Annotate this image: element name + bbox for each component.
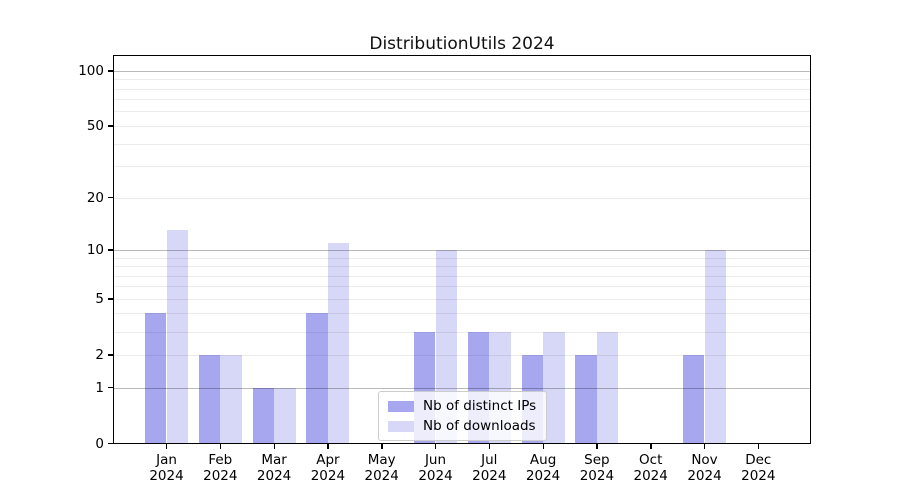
x-tick-label-jul: Jul 2024: [457, 452, 521, 484]
y-tick-2: [108, 354, 113, 356]
y-tick-5: [108, 298, 113, 300]
bar-downloads-nov: [704, 249, 727, 443]
x-tick-month: Nov: [691, 452, 718, 468]
y-tick-label-5: 5: [95, 290, 104, 307]
x-tick-year: 2024: [203, 468, 238, 484]
x-tick-month: Mar: [261, 452, 287, 468]
y-tick-label-1: 1: [95, 379, 104, 396]
x-tick-label-may: May 2024: [350, 452, 414, 484]
x-tick-label-nov: Nov 2024: [673, 452, 737, 484]
x-tick-nov: [704, 444, 706, 449]
x-tick-month: Sep: [584, 452, 610, 468]
y-tick-0: [108, 443, 113, 445]
x-tick-feb: [219, 444, 222, 449]
x-tick-month: Aug: [529, 452, 557, 468]
y-tick-10: [108, 249, 113, 251]
x-tick-label-sep: Sep 2024: [565, 452, 629, 484]
x-tick-jul: [488, 444, 491, 449]
x-tick-month: Jun: [424, 452, 447, 468]
legend-label-downloads: Nb of downloads: [423, 418, 536, 434]
x-tick-label-jun: Jun 2024: [404, 452, 468, 484]
plot-area: [113, 55, 811, 444]
bar-downloads-apr: [327, 242, 350, 443]
x-tick-label-feb: Feb 2024: [188, 452, 252, 484]
x-tick-label-jan: Jan 2024: [135, 452, 199, 484]
x-tick-sep: [596, 444, 598, 449]
x-tick-label-mar: Mar 2024: [242, 452, 306, 484]
x-tick-month: Feb: [208, 452, 233, 468]
bar-downloads-sep: [596, 331, 619, 443]
bar-downloads-feb: [220, 354, 242, 443]
legend-item-distinct-ips: Nb of distinct IPs: [388, 398, 536, 414]
bar-distinct-ips-apr: [306, 313, 328, 443]
y-tick-20: [108, 197, 113, 199]
bar-downloads-jan: [166, 230, 189, 443]
x-tick-year: 2024: [256, 468, 292, 484]
x-tick-year: 2024: [310, 468, 346, 484]
x-tick-label-dec: Dec 2024: [726, 452, 790, 484]
y-tick-label-10: 10: [86, 241, 104, 258]
x-tick-label-apr: Apr 2024: [296, 452, 360, 484]
bar-downloads-aug: [543, 331, 565, 443]
bar-downloads-mar: [274, 387, 296, 443]
y-tick-label-2: 2: [95, 346, 104, 363]
x-tick-label-oct: Oct 2024: [619, 452, 683, 484]
legend-swatch-distinct-ips: [388, 400, 414, 412]
x-tick-year: 2024: [687, 468, 722, 484]
y-tick-label-20: 20: [86, 189, 104, 206]
x-tick-dec: [757, 444, 760, 449]
legend-item-downloads: Nb of downloads: [388, 418, 536, 434]
x-tick-month: May: [367, 452, 396, 468]
x-tick-may: [381, 444, 383, 449]
x-tick-year: 2024: [418, 468, 453, 484]
x-tick-apr: [327, 444, 329, 449]
x-tick-jan: [166, 444, 168, 449]
x-tick-month: Dec: [745, 452, 772, 468]
x-tick-aug: [542, 444, 544, 449]
x-tick-month: Jul: [481, 452, 498, 468]
x-tick-year: 2024: [525, 468, 561, 484]
bar-distinct-ips-nov: [682, 354, 705, 443]
y-tick-100: [108, 70, 113, 72]
x-tick-year: 2024: [579, 468, 615, 484]
y-tick-label-50: 50: [86, 117, 104, 134]
x-tick-year: 2024: [364, 468, 399, 484]
x-tick-month: Jan: [156, 452, 177, 468]
x-tick-year: 2024: [741, 468, 776, 484]
legend-swatch-downloads: [388, 420, 414, 432]
bar-distinct-ips-mar: [252, 387, 275, 443]
x-tick-mar: [273, 444, 275, 449]
y-tick-1: [108, 387, 113, 389]
x-tick-oct: [650, 444, 652, 449]
legend-label-distinct-ips: Nb of distinct IPs: [423, 398, 537, 414]
x-tick-month: Oct: [639, 452, 663, 468]
x-tick-month: Apr: [316, 452, 340, 468]
chart-title: DistributionUtils 2024: [369, 34, 555, 54]
x-tick-jun: [435, 444, 437, 449]
x-tick-year: 2024: [472, 468, 507, 484]
x-tick-year: 2024: [149, 468, 184, 484]
bars-layer: [114, 56, 810, 443]
bar-distinct-ips-feb: [198, 354, 221, 443]
y-tick-label-0: 0: [95, 435, 104, 452]
bar-distinct-ips-jan: [144, 313, 167, 443]
x-tick-label-aug: Aug 2024: [511, 452, 575, 484]
x-tick-year: 2024: [633, 468, 668, 484]
y-tick-50: [108, 125, 113, 127]
bar-distinct-ips-sep: [575, 354, 597, 443]
legend: Nb of distinct IPs Nb of downloads: [378, 391, 548, 441]
y-tick-label-100: 100: [78, 62, 104, 79]
